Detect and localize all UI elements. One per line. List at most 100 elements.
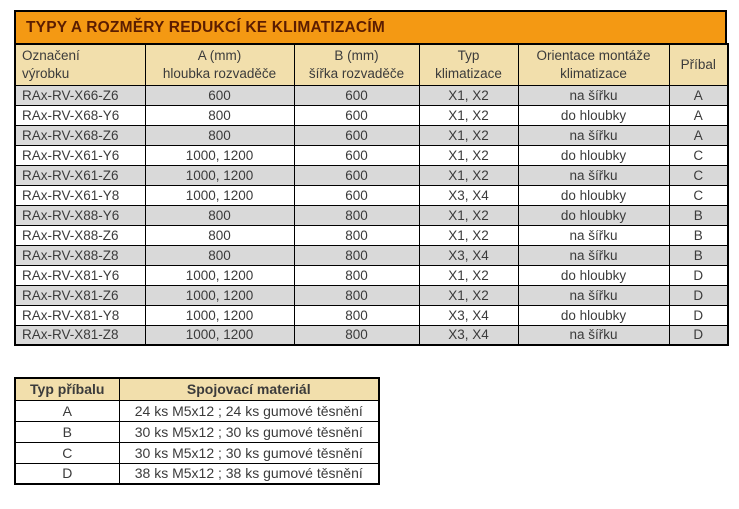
product-code-cell: RAx-RV-X61-Y8 xyxy=(14,184,146,206)
package-type-cell: B xyxy=(668,204,729,226)
fastening-material-cell: 38 ks M5x12 ; 38 ks gumové těsnění xyxy=(118,462,380,485)
column-header-ac-type: Typ klimatizace xyxy=(418,43,519,86)
width-b-cell: 800 xyxy=(293,264,420,286)
ac-type-cell: X1, X2 xyxy=(418,204,519,226)
width-b-cell: 600 xyxy=(293,144,420,166)
table-row: RAx-RV-X81-Y8 1000, 1200 800 X3, X4 do h… xyxy=(14,304,729,326)
ac-type-cell: X3, X4 xyxy=(418,184,519,206)
accessory-table-header: Typ příbalu Spojovací materiál xyxy=(14,377,380,401)
orientation-cell: do hloubky xyxy=(517,104,670,126)
orientation-cell: na šířku xyxy=(517,244,670,266)
header-row: Typ příbalu Spojovací materiál xyxy=(14,377,380,401)
orientation-cell: do hloubky xyxy=(517,204,670,226)
fastening-material-cell: 30 ks M5x12 ; 30 ks gumové těsnění xyxy=(118,420,380,443)
product-code-cell: RAx-RV-X61-Y6 xyxy=(14,144,146,166)
column-header-package: Příbal xyxy=(668,43,729,86)
product-code-cell: RAx-RV-X68-Z6 xyxy=(14,124,146,146)
package-type-cell: C xyxy=(668,144,729,166)
depth-a-cell: 800 xyxy=(144,204,295,226)
main-table-body: RAx-RV-X66-Z6 600 600 X1, X2 na šířku A … xyxy=(14,84,729,346)
package-type-cell: A xyxy=(668,104,729,126)
depth-a-cell: 1000, 1200 xyxy=(144,304,295,326)
package-type-cell: C xyxy=(668,184,729,206)
package-type-cell: A xyxy=(668,84,729,106)
package-type-cell: D xyxy=(668,284,729,306)
main-table-header: Označení výrobku A (mm) hloubka rozvaděč… xyxy=(14,43,729,86)
orientation-cell: do hloubky xyxy=(517,184,670,206)
width-b-cell: 600 xyxy=(293,104,420,126)
package-type-cell: D xyxy=(14,462,120,485)
depth-a-cell: 800 xyxy=(144,244,295,266)
page-title: TYPY A ROZMĚRY REDUKCÍ KE KLIMATIZACÍM xyxy=(14,10,727,45)
table-row: RAx-RV-X88-Z8 800 800 X3, X4 na šířku B xyxy=(14,244,729,266)
table-row: RAx-RV-X61-Y6 1000, 1200 600 X1, X2 do h… xyxy=(14,144,729,166)
width-b-cell: 600 xyxy=(293,184,420,206)
product-code-cell: RAx-RV-X81-Y8 xyxy=(14,304,146,326)
ac-type-cell: X1, X2 xyxy=(418,144,519,166)
depth-a-cell: 800 xyxy=(144,224,295,246)
width-b-cell: 800 xyxy=(293,224,420,246)
ac-type-cell: X1, X2 xyxy=(418,124,519,146)
ac-type-cell: X1, X2 xyxy=(418,224,519,246)
depth-a-cell: 600 xyxy=(144,84,295,106)
column-header-fastening-material: Spojovací materiál xyxy=(118,377,380,401)
orientation-cell: do hloubky xyxy=(517,144,670,166)
table-row: B 30 ks M5x12 ; 30 ks gumové těsnění xyxy=(14,420,380,443)
column-header-product-code: Označení výrobku xyxy=(14,43,146,86)
product-code-cell: RAx-RV-X81-Z8 xyxy=(14,324,146,346)
package-type-cell: B xyxy=(668,244,729,266)
table-row: A 24 ks M5x12 ; 24 ks gumové těsnění xyxy=(14,399,380,422)
table-row: RAx-RV-X66-Z6 600 600 X1, X2 na šířku A xyxy=(14,84,729,106)
package-type-cell: B xyxy=(14,420,120,443)
table-row: RAx-RV-X81-Z8 1000, 1200 800 X3, X4 na š… xyxy=(14,324,729,346)
ac-type-cell: X1, X2 xyxy=(418,84,519,106)
table-row: RAx-RV-X68-Z6 800 600 X1, X2 na šířku A xyxy=(14,124,729,146)
package-type-cell: A xyxy=(668,124,729,146)
width-b-cell: 800 xyxy=(293,204,420,226)
width-b-cell: 800 xyxy=(293,304,420,326)
table-row: RAx-RV-X81-Z6 1000, 1200 800 X1, X2 na š… xyxy=(14,284,729,306)
fastening-material-cell: 30 ks M5x12 ; 30 ks gumové těsnění xyxy=(118,441,380,464)
column-header-package-type: Typ příbalu xyxy=(14,377,120,401)
ac-type-cell: X3, X4 xyxy=(418,244,519,266)
depth-a-cell: 1000, 1200 xyxy=(144,264,295,286)
depth-a-cell: 1000, 1200 xyxy=(144,184,295,206)
reduction-types-table: Označení výrobku A (mm) hloubka rozvaděč… xyxy=(14,43,729,346)
package-type-cell: B xyxy=(668,224,729,246)
page: TYPY A ROZMĚRY REDUKCÍ KE KLIMATIZACÍM O… xyxy=(14,10,729,485)
package-type-cell: D xyxy=(668,324,729,346)
package-type-cell: A xyxy=(14,399,120,422)
orientation-cell: na šířku xyxy=(517,284,670,306)
package-contents-table: Typ příbalu Spojovací materiál A 24 ks M… xyxy=(14,377,380,485)
package-type-cell: D xyxy=(668,304,729,326)
width-b-cell: 600 xyxy=(293,84,420,106)
ac-type-cell: X3, X4 xyxy=(418,304,519,326)
depth-a-cell: 800 xyxy=(144,124,295,146)
table-row: C 30 ks M5x12 ; 30 ks gumové těsnění xyxy=(14,441,380,464)
product-code-cell: RAx-RV-X88-Z6 xyxy=(14,224,146,246)
column-header-depth-a: A (mm) hloubka rozvaděče xyxy=(144,43,295,86)
depth-a-cell: 1000, 1200 xyxy=(144,144,295,166)
package-type-cell: C xyxy=(668,164,729,186)
ac-type-cell: X1, X2 xyxy=(418,104,519,126)
depth-a-cell: 1000, 1200 xyxy=(144,164,295,186)
table-row: RAx-RV-X68-Y6 800 600 X1, X2 do hloubky … xyxy=(14,104,729,126)
depth-a-cell: 1000, 1200 xyxy=(144,324,295,346)
column-header-width-b: B (mm) šířka rozvaděče xyxy=(293,43,420,86)
orientation-cell: na šířku xyxy=(517,124,670,146)
table-row: RAx-RV-X88-Z6 800 800 X1, X2 na šířku B xyxy=(14,224,729,246)
product-code-cell: RAx-RV-X88-Y6 xyxy=(14,204,146,226)
orientation-cell: na šířku xyxy=(517,224,670,246)
depth-a-cell: 1000, 1200 xyxy=(144,284,295,306)
package-type-cell: D xyxy=(668,264,729,286)
ac-type-cell: X1, X2 xyxy=(418,164,519,186)
width-b-cell: 600 xyxy=(293,164,420,186)
depth-a-cell: 800 xyxy=(144,104,295,126)
width-b-cell: 800 xyxy=(293,244,420,266)
ac-type-cell: X3, X4 xyxy=(418,324,519,346)
width-b-cell: 800 xyxy=(293,324,420,346)
product-code-cell: RAx-RV-X61-Z6 xyxy=(14,164,146,186)
width-b-cell: 800 xyxy=(293,284,420,306)
table-row: D 38 ks M5x12 ; 38 ks gumové těsnění xyxy=(14,462,380,485)
fastening-material-cell: 24 ks M5x12 ; 24 ks gumové těsnění xyxy=(118,399,380,422)
